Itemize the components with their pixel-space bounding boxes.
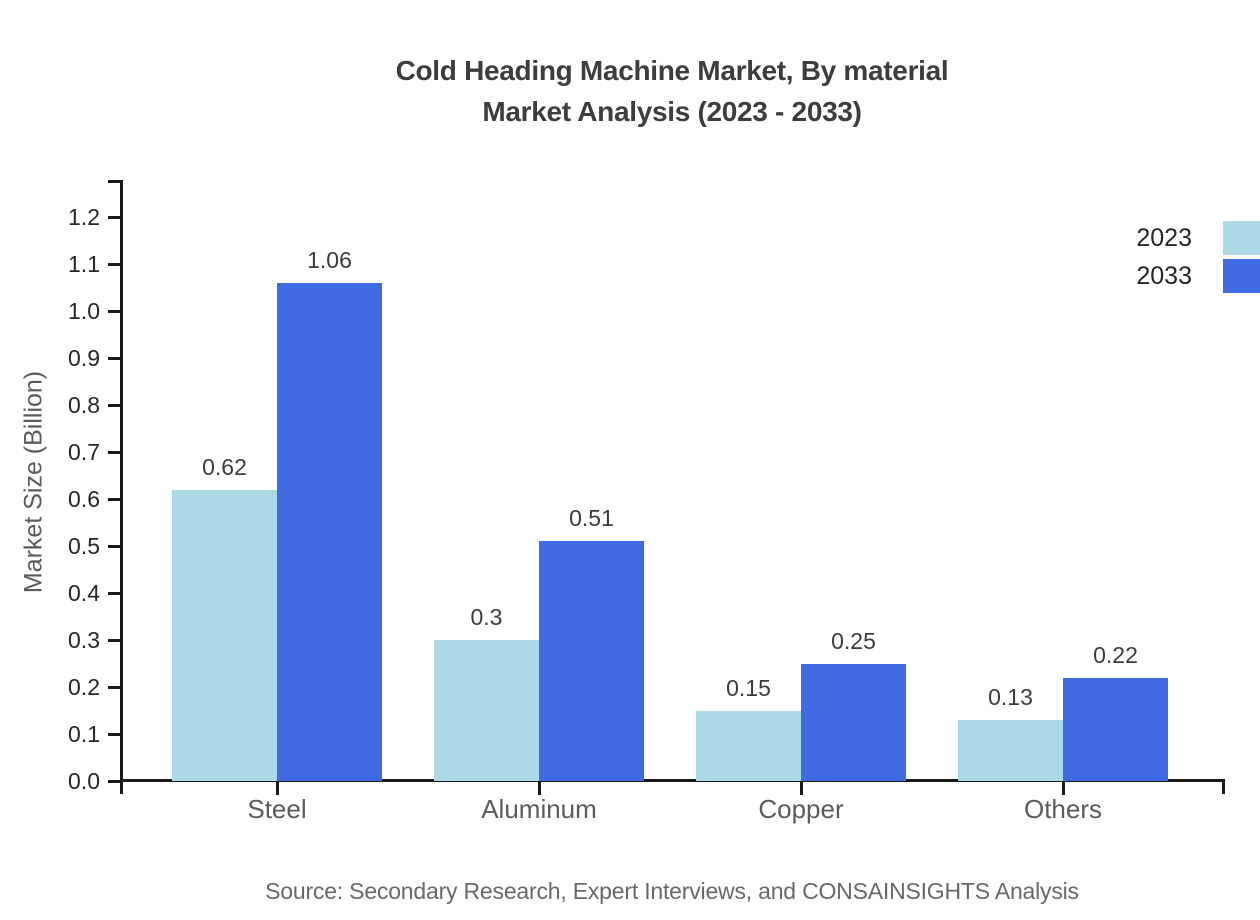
legend-label-2033: 2033 xyxy=(1136,261,1192,290)
y-axis-line xyxy=(120,180,123,794)
legend-swatch-2023 xyxy=(1223,221,1260,255)
y-tick xyxy=(108,733,120,736)
bar-2023-steel xyxy=(172,489,277,781)
y-tick xyxy=(108,357,120,360)
y-tick xyxy=(108,686,120,689)
value-label-2023-aluminum: 0.3 xyxy=(470,604,503,630)
y-tick-label: 0.7 xyxy=(68,439,100,465)
y-tick-label: 0.5 xyxy=(68,533,100,559)
y-tick xyxy=(108,451,120,454)
value-label-2023-others: 0.13 xyxy=(988,683,1033,710)
x-axis-line xyxy=(120,779,1225,782)
y-axis-endcap xyxy=(108,180,120,183)
chart-title: Cold Heading Machine Market, By material… xyxy=(122,50,1222,132)
y-tick xyxy=(108,545,120,548)
y-tick-label: 1.2 xyxy=(68,204,100,230)
legend-label-2023: 2023 xyxy=(1136,223,1192,252)
y-tick xyxy=(108,498,120,501)
x-tick xyxy=(800,782,803,795)
category-label: Steel xyxy=(247,794,307,824)
y-tick-label: 0.4 xyxy=(68,580,100,606)
y-tick-label: 0.0 xyxy=(68,768,100,794)
bar-2033-copper xyxy=(801,663,906,781)
category-label: Aluminum xyxy=(481,794,597,824)
chart-title-line1: Cold Heading Machine Market, By material xyxy=(395,55,949,86)
x-tick xyxy=(1062,782,1065,795)
category-label: Others xyxy=(1023,794,1103,824)
value-label-2033-aluminum: 0.51 xyxy=(569,505,614,532)
bar-2023-others xyxy=(958,719,1063,781)
y-tick xyxy=(108,404,120,407)
bar-2023-copper xyxy=(696,710,801,781)
value-label-2023-steel: 0.62 xyxy=(202,453,247,480)
value-label-2033-others: 0.22 xyxy=(1093,641,1138,668)
x-tick xyxy=(276,782,279,795)
y-tick-label: 1.0 xyxy=(68,298,100,324)
category-label: Copper xyxy=(758,794,844,824)
y-tick-label: 0.3 xyxy=(68,627,100,653)
y-tick-label: 0.8 xyxy=(68,392,100,418)
chart-title-line2: Market Analysis (2023 - 2033) xyxy=(482,96,862,127)
y-tick xyxy=(108,310,120,313)
bar-2033-steel xyxy=(277,282,382,781)
x-tick xyxy=(538,782,541,795)
bar-2023-aluminum xyxy=(434,640,539,781)
y-tick xyxy=(108,263,120,266)
legend-item-2023: 2023 xyxy=(1072,219,1260,257)
legend-swatch-2033 xyxy=(1223,259,1260,293)
y-tick-label: 0.9 xyxy=(68,345,100,371)
bar-2033-aluminum xyxy=(539,541,644,781)
x-axis-end-tick xyxy=(1222,779,1225,794)
value-label-2023-copper: 0.15 xyxy=(726,674,771,701)
legend: 2023 2033 xyxy=(1072,219,1260,295)
y-tick xyxy=(108,639,120,642)
y-tick-label: 0.6 xyxy=(68,486,100,512)
value-label-2033-steel: 1.06 xyxy=(307,246,352,273)
bar-2033-others xyxy=(1063,677,1168,781)
value-label-2033-copper: 0.25 xyxy=(831,627,876,654)
y-tick xyxy=(108,216,120,219)
source-note: Source: Secondary Research, Expert Inter… xyxy=(265,878,1079,904)
y-tick xyxy=(108,780,120,783)
y-tick xyxy=(108,592,120,595)
y-tick-label: 1.1 xyxy=(68,251,100,277)
legend-item-2033: 2033 xyxy=(1072,257,1260,295)
y-tick-label: 0.1 xyxy=(68,721,100,747)
y-tick-label: 0.2 xyxy=(68,674,100,700)
